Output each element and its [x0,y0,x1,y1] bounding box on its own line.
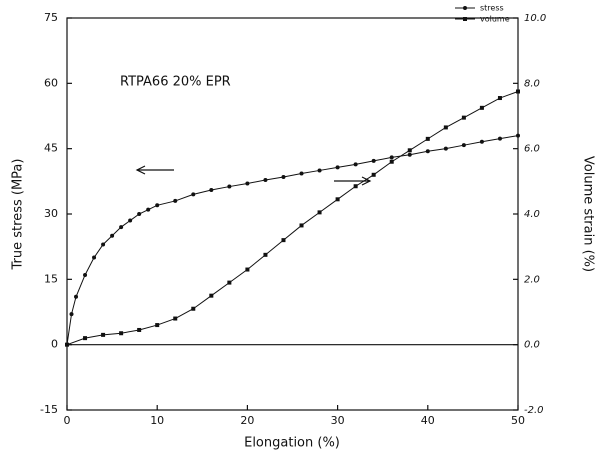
point [497,96,502,101]
point [173,198,178,203]
x-tick-label: 10 [150,414,164,427]
point [83,272,88,277]
legend-marker [463,6,467,10]
legend-marker [463,17,467,21]
point [83,336,88,341]
point [353,184,358,189]
x-axis-label: Elongation (%) [244,436,340,451]
point [209,188,214,193]
x-tick-label: 0 [64,414,71,427]
point [191,192,196,197]
point [227,184,232,189]
point [371,158,376,163]
series-line [66,91,519,346]
y2-tick-label: 8.0 [524,78,540,89]
y2-tick-label: -2.0 [524,405,544,416]
point [101,242,106,247]
y-tick-label: -15 [40,403,58,416]
point [443,146,448,151]
y2-tick-label: 0.0 [524,340,540,351]
point [443,125,448,130]
point [389,159,394,164]
point [263,252,268,257]
y2-tick-label: 6.0 [524,144,540,155]
point [245,267,250,272]
y2-axis-label: Volume strain (%) [581,156,596,272]
x-tick-label: 40 [421,414,435,427]
point [263,178,268,183]
y-tick-label: 60 [44,76,58,89]
point [479,105,484,110]
point [146,207,151,212]
point [173,316,178,321]
point [407,152,412,157]
point [317,210,322,215]
point [137,212,142,216]
point [227,280,232,285]
point [299,171,304,176]
point [479,139,484,144]
point [389,155,394,160]
point [407,148,412,153]
x-tick-label: 30 [331,414,345,427]
series-line [66,135,519,345]
point [69,312,74,317]
legend-label: stress [480,4,504,13]
y2-tick-label: 2.0 [524,274,540,285]
annotation: RTPA66 20% EPR [120,75,231,90]
point [335,197,340,202]
y-tick-label: 30 [44,207,58,220]
point [155,323,160,328]
legend-label: volume [480,15,510,24]
point [101,332,106,337]
y2-tick-label: 4.0 [524,209,540,220]
point [371,172,376,177]
point [317,168,322,173]
y-tick-label: 45 [44,142,58,155]
point [497,136,502,141]
point [335,165,340,170]
point [299,223,304,228]
point [516,133,520,138]
y-tick-label: 75 [44,11,58,24]
arrow-stress [135,165,174,175]
point [516,89,520,94]
point [137,327,142,332]
point [119,331,124,336]
point [110,233,115,238]
point [425,136,430,141]
y2-tick-label: 10.0 [524,13,546,24]
point [155,203,160,208]
y-tick-label: 15 [44,272,58,285]
x-tick-label: 20 [240,414,254,427]
point [65,342,69,347]
point [281,238,286,243]
point [209,293,214,298]
point [128,218,133,223]
x-tick-label: 50 [511,414,525,427]
point [281,174,286,179]
point [425,149,430,154]
point [74,294,79,299]
point [119,225,124,230]
point [191,306,196,311]
point [461,115,466,120]
y-axis-label: True stress (MPa) [11,159,26,271]
point [245,181,250,186]
point [353,162,358,167]
point [461,143,466,148]
point [92,255,97,260]
y-tick-label: 0 [51,338,58,351]
